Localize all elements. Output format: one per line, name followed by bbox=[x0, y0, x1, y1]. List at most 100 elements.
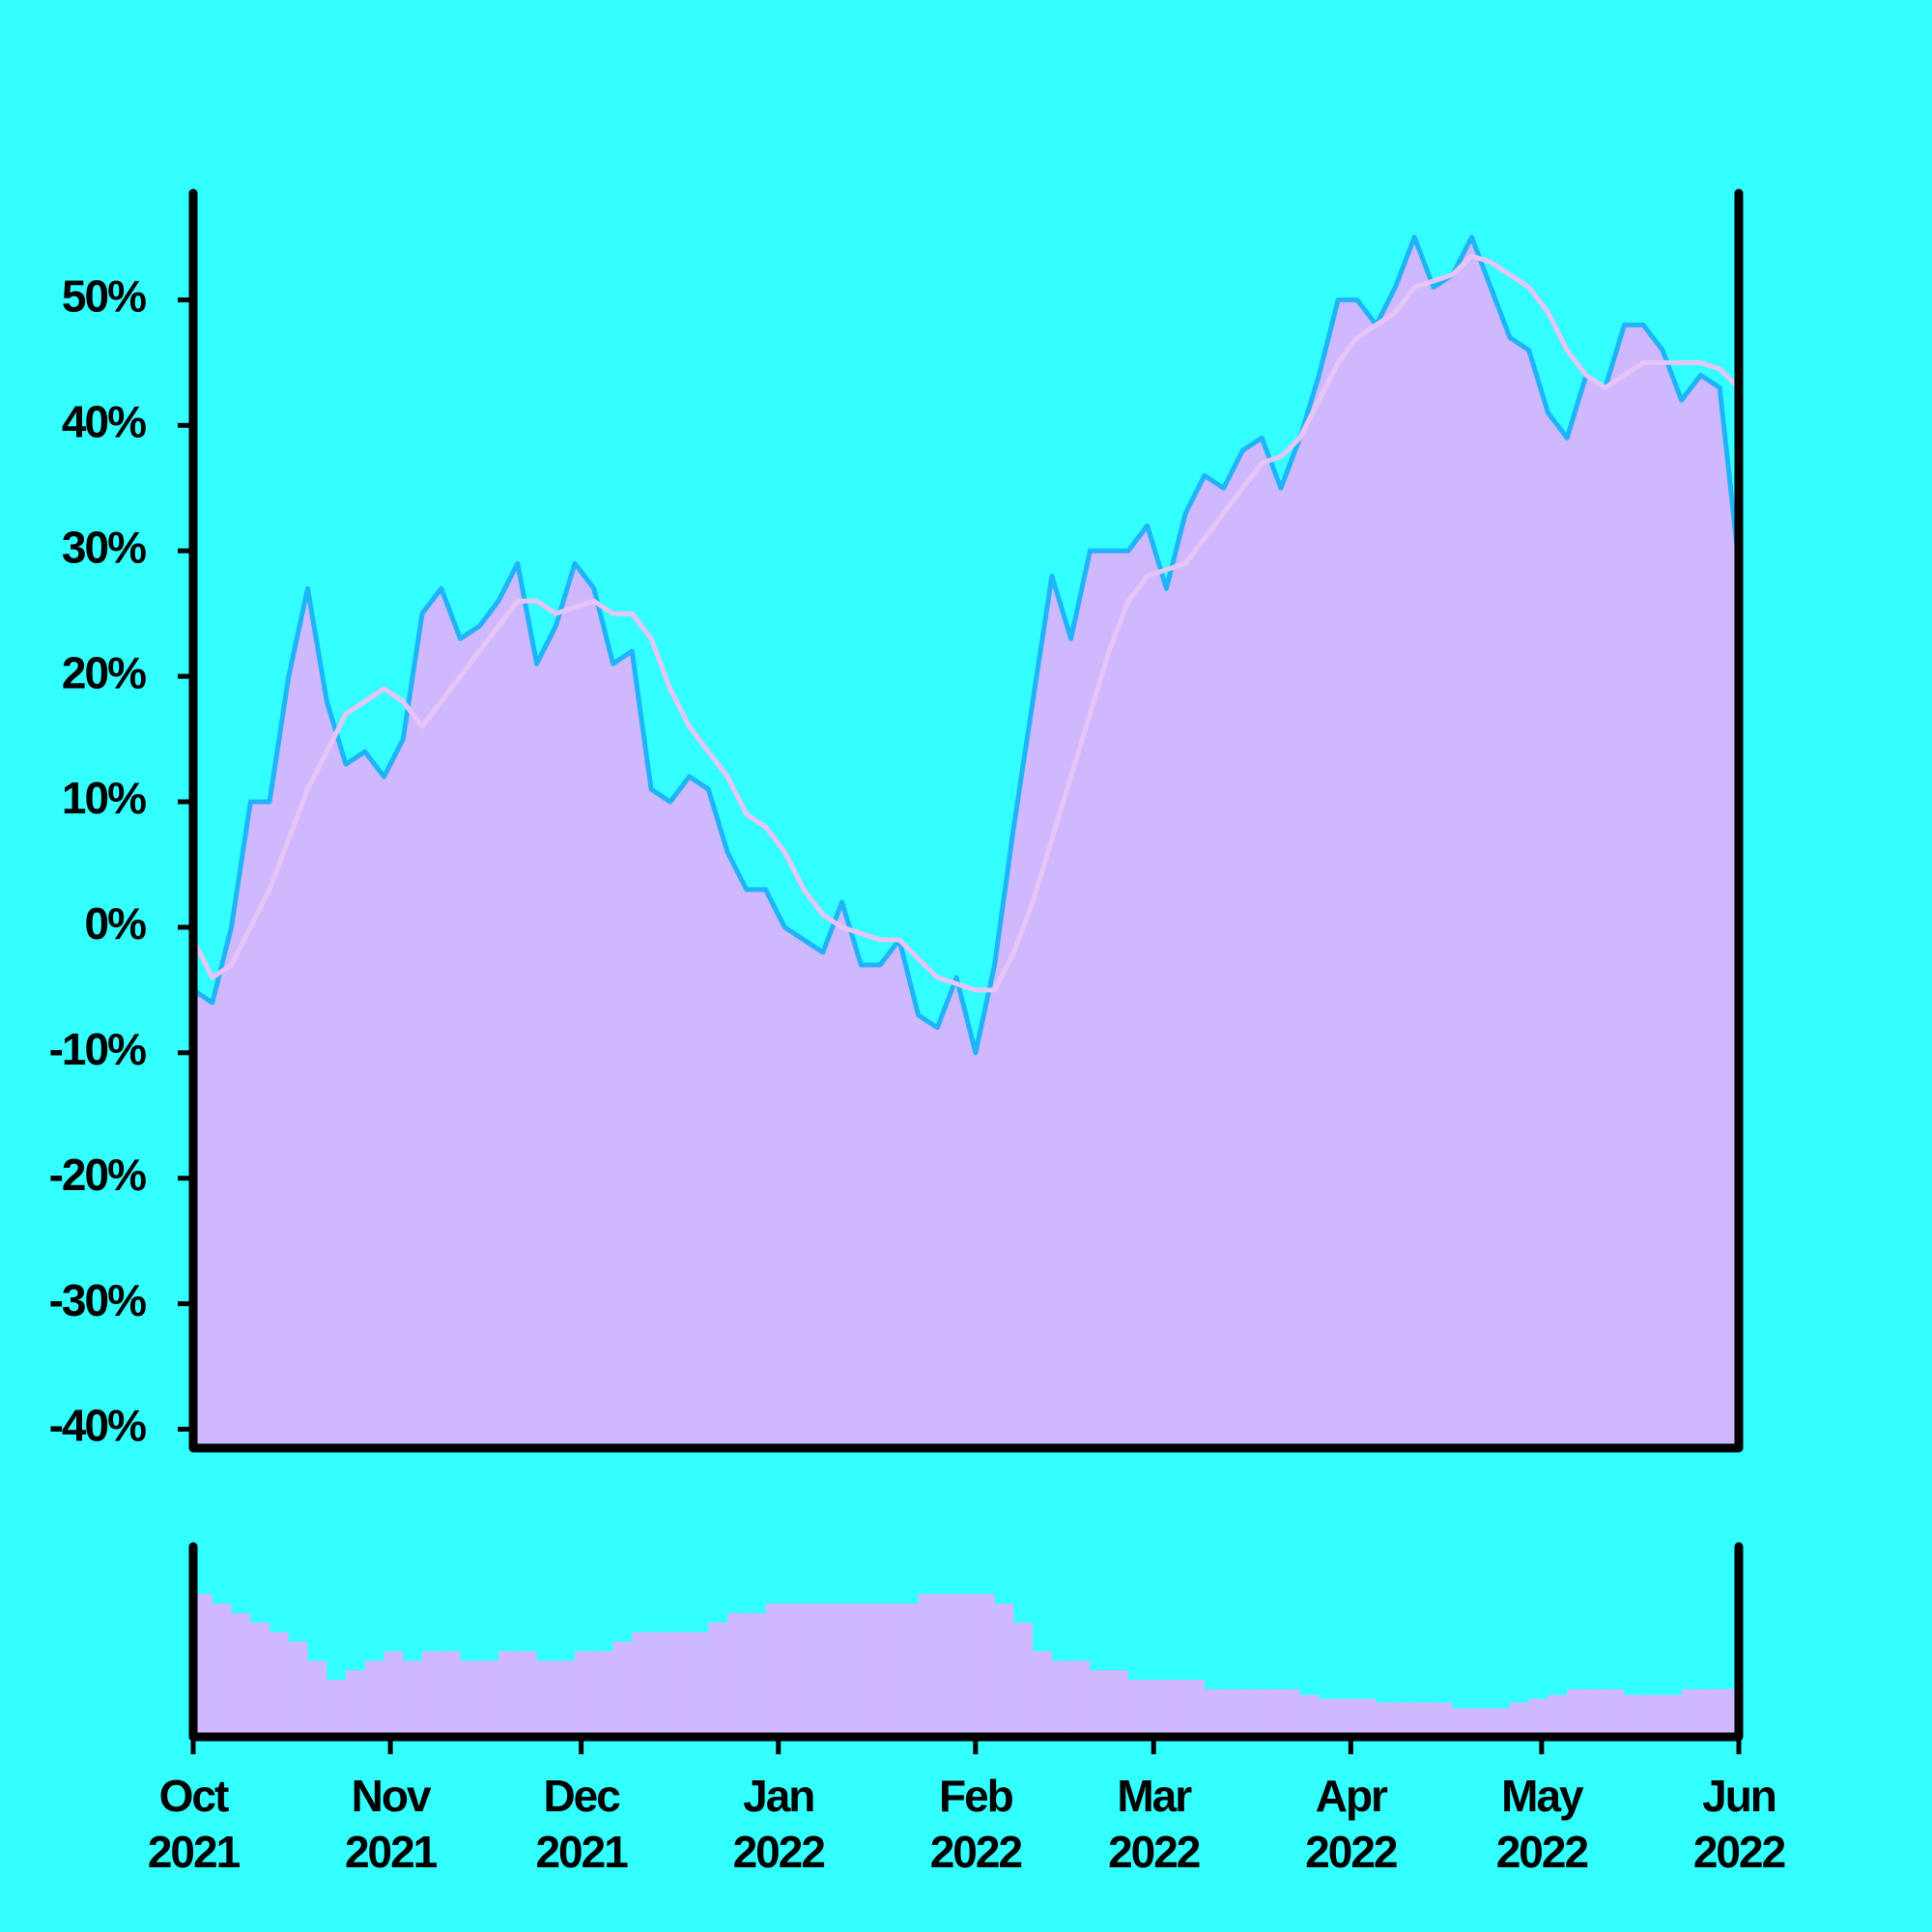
volume-bar bbox=[1262, 1689, 1281, 1737]
volume-bar bbox=[804, 1604, 823, 1737]
volume-bar bbox=[1414, 1702, 1434, 1737]
volume-bar bbox=[384, 1651, 404, 1737]
y-tick-label: -30% bbox=[49, 1275, 146, 1325]
volume-bar bbox=[1433, 1702, 1453, 1737]
volume-bar bbox=[460, 1661, 480, 1737]
volume-bar bbox=[1242, 1689, 1263, 1737]
axis-frame bbox=[188, 188, 1744, 1453]
volume-bar bbox=[765, 1604, 785, 1737]
volume-bar bbox=[1033, 1651, 1052, 1737]
volume-bar bbox=[1548, 1694, 1568, 1737]
volume-bar bbox=[632, 1632, 652, 1737]
volume-bar bbox=[1166, 1679, 1186, 1737]
volume-bar bbox=[364, 1661, 384, 1737]
volume-bar bbox=[1681, 1689, 1701, 1737]
x-tick-label: Feb 2022 bbox=[929, 1771, 1023, 1877]
volume-bar bbox=[1013, 1622, 1034, 1737]
volume-bar bbox=[1471, 1708, 1492, 1737]
x-tick-label: Jun 2022 bbox=[1692, 1771, 1786, 1877]
volume-bar bbox=[346, 1670, 365, 1737]
volume-bar bbox=[1280, 1689, 1300, 1737]
volume-bar bbox=[727, 1612, 747, 1737]
volume-bar bbox=[861, 1604, 881, 1737]
volume-bar bbox=[1051, 1661, 1071, 1737]
volume-bar bbox=[1491, 1708, 1510, 1737]
volume-bar bbox=[1319, 1698, 1339, 1737]
y-tick-label: 10% bbox=[62, 773, 146, 823]
volume-bar bbox=[746, 1612, 766, 1737]
x-tick-label: Mar 2022 bbox=[1108, 1771, 1201, 1877]
volume-bar bbox=[1662, 1694, 1682, 1737]
volume-bar bbox=[1127, 1679, 1148, 1737]
volume-bar bbox=[1090, 1670, 1110, 1737]
price-line bbox=[191, 235, 1742, 1056]
volume-bar bbox=[212, 1604, 232, 1737]
volume-bar bbox=[937, 1594, 957, 1737]
volume-bar bbox=[956, 1594, 976, 1737]
volume-bar bbox=[822, 1604, 842, 1737]
x-tick-label: Apr 2022 bbox=[1305, 1771, 1398, 1877]
moving-average-line bbox=[190, 253, 1741, 993]
volume-bar bbox=[288, 1641, 308, 1737]
volume-bar bbox=[1109, 1670, 1128, 1737]
volume-bar bbox=[555, 1661, 576, 1737]
volume-bar bbox=[517, 1651, 537, 1737]
volume-bar bbox=[193, 1594, 213, 1737]
volume-bar bbox=[1147, 1679, 1167, 1737]
x-tick-label: Jan 2022 bbox=[732, 1771, 826, 1877]
volume-bar bbox=[1338, 1698, 1357, 1737]
volume-bar bbox=[1567, 1689, 1586, 1737]
volume-bar bbox=[669, 1632, 690, 1737]
volume-bar bbox=[1204, 1689, 1224, 1737]
volume-bar bbox=[422, 1651, 441, 1737]
volume-bar bbox=[1585, 1689, 1605, 1737]
volume-bar bbox=[536, 1661, 556, 1737]
volume-bar bbox=[1452, 1708, 1472, 1737]
y-tick-label: 40% bbox=[62, 396, 146, 446]
volume-bar bbox=[1509, 1702, 1529, 1737]
volume-bar bbox=[841, 1604, 862, 1737]
volume-bar bbox=[270, 1632, 289, 1737]
volume-bar bbox=[1643, 1694, 1662, 1737]
y-tick-label: -10% bbox=[49, 1024, 146, 1074]
y-tick-label: 20% bbox=[62, 647, 146, 697]
volume-bar bbox=[1395, 1702, 1415, 1737]
y-tick-label: 30% bbox=[62, 522, 146, 572]
y-tick-label: -40% bbox=[49, 1401, 146, 1451]
volume-bar bbox=[1356, 1698, 1377, 1737]
volume-bar bbox=[231, 1612, 251, 1737]
y-tick-label: -20% bbox=[49, 1150, 146, 1200]
volume-bar bbox=[307, 1661, 327, 1737]
volume-bar bbox=[575, 1651, 594, 1737]
volume-bar bbox=[1299, 1694, 1320, 1737]
x-tick-label: Nov 2021 bbox=[344, 1771, 438, 1877]
y-tick-label: 50% bbox=[62, 271, 146, 322]
volume-bar bbox=[1700, 1689, 1720, 1737]
volume-bar bbox=[651, 1632, 670, 1737]
volume-bar bbox=[1185, 1679, 1205, 1737]
volume-bar bbox=[250, 1622, 270, 1737]
volume-bar bbox=[498, 1651, 518, 1737]
volume-bar bbox=[1528, 1698, 1548, 1737]
volume-bar bbox=[975, 1594, 995, 1737]
volume-bar bbox=[689, 1632, 709, 1737]
volume-bar bbox=[994, 1604, 1014, 1737]
volume-bar bbox=[708, 1622, 728, 1737]
volume-bar bbox=[880, 1604, 899, 1737]
volume-bar bbox=[1376, 1702, 1396, 1737]
volume-bar bbox=[440, 1651, 461, 1737]
volume-bar bbox=[403, 1661, 423, 1737]
area bbox=[193, 237, 1739, 1448]
x-tick-label: May 2022 bbox=[1495, 1771, 1589, 1877]
volume-bar bbox=[784, 1604, 805, 1737]
volume-bar bbox=[327, 1679, 347, 1737]
volume-bar bbox=[918, 1594, 938, 1737]
axis-frame bbox=[188, 1542, 1744, 1742]
volume-bar bbox=[898, 1604, 919, 1737]
volume-bar bbox=[593, 1651, 613, 1737]
y-tick-label: 0% bbox=[85, 898, 147, 949]
volume-bar bbox=[1605, 1689, 1625, 1737]
x-tick-label: Oct 2021 bbox=[147, 1771, 241, 1877]
